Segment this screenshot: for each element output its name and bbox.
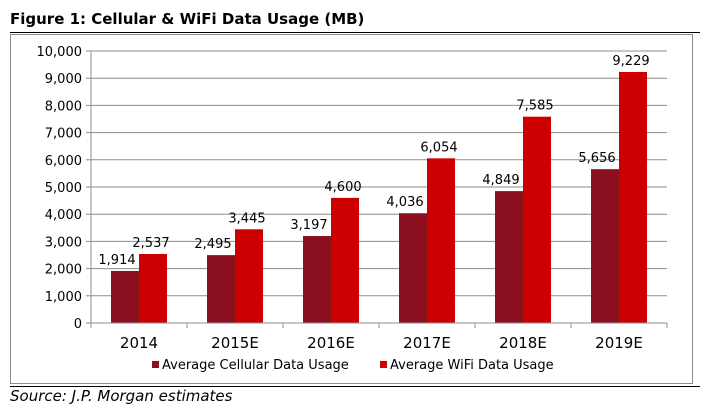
chart-frame bbox=[10, 34, 693, 384]
data-label: 9,229 bbox=[612, 54, 649, 69]
x-tick-label: 2015E bbox=[211, 334, 259, 352]
data-labels: 1,914 2,495 3,197 4,036 4,849 5,656 2,537 3,445… bbox=[98, 54, 649, 268]
data-label: 6,054 bbox=[420, 140, 457, 155]
x-tick-label: 2017E bbox=[403, 334, 451, 352]
y-tick-label: 1,000 bbox=[45, 290, 82, 305]
y-tick-label: 8,000 bbox=[45, 99, 82, 114]
bar-cellular bbox=[399, 213, 427, 323]
bar-wifi bbox=[523, 116, 551, 323]
x-tick-label: 2019E bbox=[595, 334, 643, 352]
data-label: 7,585 bbox=[516, 99, 553, 114]
title-rule bbox=[10, 32, 700, 33]
data-label: 5,656 bbox=[578, 151, 615, 166]
data-label: 2,537 bbox=[132, 236, 169, 251]
data-label: 1,914 bbox=[98, 253, 135, 268]
axes: 0 1,000 2,000 3,000 4,000 5,000 6,000 7,000 8,00… bbox=[37, 45, 668, 352]
legend-label: Average WiFi Data Usage bbox=[390, 358, 554, 373]
x-tick-label: 2014 bbox=[120, 334, 158, 352]
data-label: 4,600 bbox=[324, 180, 361, 195]
y-tick-label: 6,000 bbox=[45, 154, 82, 169]
legend-swatch bbox=[152, 361, 159, 368]
bars bbox=[111, 71, 647, 324]
bar-wifi bbox=[331, 197, 359, 323]
bar-cellular bbox=[303, 236, 331, 323]
source-rule bbox=[10, 386, 700, 387]
data-label: 4,849 bbox=[482, 173, 519, 188]
x-tick-label: 2018E bbox=[499, 334, 547, 352]
y-tick-label: 0 bbox=[74, 317, 82, 332]
y-tick-label: 2,000 bbox=[45, 263, 82, 278]
bar-cellular bbox=[495, 191, 523, 323]
data-label: 3,445 bbox=[228, 211, 265, 226]
x-tick-label: 2016E bbox=[307, 334, 355, 352]
bar-cellular bbox=[207, 255, 235, 323]
bar-wifi bbox=[235, 229, 263, 323]
data-label: 3,197 bbox=[290, 218, 327, 233]
legend-label: Average Cellular Data Usage bbox=[162, 358, 349, 373]
data-label: 4,036 bbox=[386, 195, 423, 210]
gridlines bbox=[91, 50, 667, 297]
bar-wifi bbox=[619, 71, 647, 324]
bar-cellular bbox=[591, 169, 619, 323]
figure-title: Figure 1: Cellular & WiFi Data Usage (MB… bbox=[10, 10, 365, 28]
y-tick-label: 7,000 bbox=[45, 127, 82, 142]
source-note: Source: J.P. Morgan estimates bbox=[10, 387, 233, 405]
y-tick-label: 5,000 bbox=[45, 181, 82, 196]
legend-swatch bbox=[380, 361, 387, 368]
y-tick-label: 3,000 bbox=[45, 235, 82, 250]
bar-wifi bbox=[139, 253, 167, 323]
bar-cellular bbox=[111, 270, 139, 323]
y-tick-label: 10,000 bbox=[37, 45, 83, 60]
legend: Average Cellular Data Usage Average WiFi … bbox=[152, 358, 554, 373]
data-label: 2,495 bbox=[194, 237, 231, 252]
bar-wifi bbox=[427, 158, 455, 323]
y-tick-label: 9,000 bbox=[45, 72, 82, 87]
y-tick-label: 4,000 bbox=[45, 208, 82, 223]
